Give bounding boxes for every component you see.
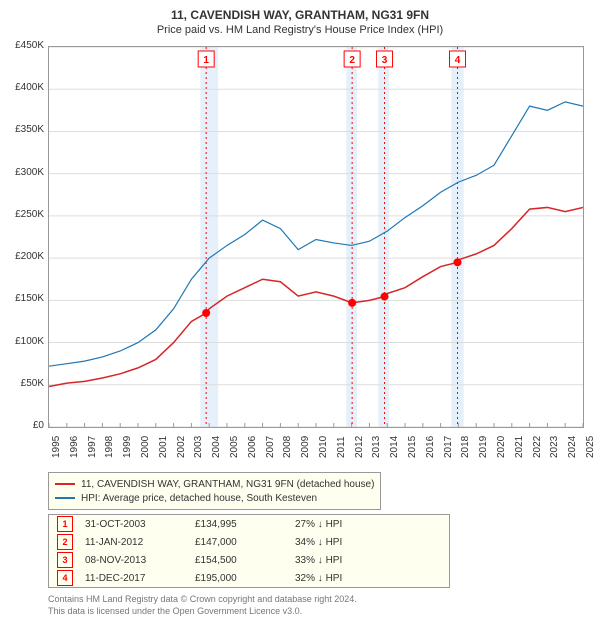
xtick-label: 1998 [104,436,115,458]
sale-hpi: 27% ↓ HPI [295,519,385,530]
xtick-label: 2003 [193,436,204,458]
xtick-label: 2010 [318,436,329,458]
sales-row: 4 11-DEC-2017£195,00032% ↓ HPI [49,569,449,587]
marker-badge: 3 [57,552,73,568]
xtick-label: 2015 [407,436,418,458]
ytick-label: £200K [4,251,44,262]
xtick-label: 1995 [51,436,62,458]
legend-box: 11, CAVENDISH WAY, GRANTHAM, NG31 9FN (d… [48,472,381,510]
xtick-label: 2004 [211,436,222,458]
legend-item: 11, CAVENDISH WAY, GRANTHAM, NG31 9FN (d… [55,477,374,491]
ytick-label: £400K [4,82,44,93]
xtick-label: 2013 [371,436,382,458]
title-line1: 11, CAVENDISH WAY, GRANTHAM, NG31 9FN [0,8,600,22]
sale-date: 11-JAN-2012 [85,537,195,548]
xtick-label: 2006 [247,436,258,458]
sale-price: £195,000 [195,573,295,584]
footer-line2: This data is licensed under the Open Gov… [48,606,357,618]
xtick-label: 2018 [460,436,471,458]
xtick-label: 2019 [478,436,489,458]
xtick-label: 2005 [229,436,240,458]
legend-swatch [55,497,75,499]
svg-text:1: 1 [203,55,209,66]
legend-label: HPI: Average price, detached house, Sout… [81,493,317,504]
ytick-label: £100K [4,336,44,347]
sales-row: 3 08-NOV-2013£154,50033% ↓ HPI [49,551,449,569]
xtick-label: 2007 [265,436,276,458]
ytick-label: £450K [4,40,44,51]
xtick-label: 2009 [300,436,311,458]
sale-date: 31-OCT-2003 [85,519,195,530]
ytick-label: £0 [4,420,44,431]
sales-row: 1 31-OCT-2003£134,99527% ↓ HPI [49,515,449,533]
xtick-label: 2023 [549,436,560,458]
ytick-label: £250K [4,209,44,220]
marker-badge: 1 [57,516,73,532]
xtick-label: 2012 [354,436,365,458]
xtick-label: 1996 [69,436,80,458]
plot-area: 1 2 3 4 [48,46,584,428]
sales-table: 1 31-OCT-2003£134,99527% ↓ HPI 2 11-JAN-201… [48,514,450,588]
marker-badge: 2 [57,534,73,550]
sale-date: 11-DEC-2017 [85,573,195,584]
xtick-label: 2024 [567,436,578,458]
xtick-label: 2020 [496,436,507,458]
sale-price: £147,000 [195,537,295,548]
title-line2: Price paid vs. HM Land Registry's House … [0,24,600,36]
xtick-label: 2008 [282,436,293,458]
legend-item: HPI: Average price, detached house, Sout… [55,491,374,505]
chart-container: 11, CAVENDISH WAY, GRANTHAM, NG31 9FN Pr… [0,0,600,620]
sale-hpi: 34% ↓ HPI [295,537,385,548]
ytick-label: £300K [4,167,44,178]
footer-line1: Contains HM Land Registry data © Crown c… [48,594,357,606]
xtick-label: 2022 [532,436,543,458]
sale-hpi: 32% ↓ HPI [295,573,385,584]
xtick-label: 2017 [443,436,454,458]
marker-badge: 4 [57,570,73,586]
xtick-label: 2002 [176,436,187,458]
svg-text:2: 2 [349,55,355,66]
plot-svg: 1 2 3 4 [49,47,583,427]
sale-date: 08-NOV-2013 [85,555,195,566]
titles: 11, CAVENDISH WAY, GRANTHAM, NG31 9FN Pr… [0,0,600,40]
sale-price: £154,500 [195,555,295,566]
xtick-label: 2000 [140,436,151,458]
sale-price: £134,995 [195,519,295,530]
ytick-label: £150K [4,293,44,304]
sales-row: 2 11-JAN-2012£147,00034% ↓ HPI [49,533,449,551]
xtick-label: 2001 [158,436,169,458]
xtick-label: 2025 [585,436,596,458]
xtick-label: 1999 [122,436,133,458]
xtick-label: 2016 [425,436,436,458]
legend-label: 11, CAVENDISH WAY, GRANTHAM, NG31 9FN (d… [81,479,374,490]
xtick-label: 1997 [87,436,98,458]
xtick-label: 2014 [389,436,400,458]
sale-hpi: 33% ↓ HPI [295,555,385,566]
legend-swatch [55,483,75,485]
footer-text: Contains HM Land Registry data © Crown c… [48,594,357,617]
svg-text:3: 3 [382,55,388,66]
ytick-label: £50K [4,378,44,389]
svg-text:4: 4 [455,55,461,66]
xtick-label: 2011 [336,436,347,458]
xtick-label: 2021 [514,436,525,458]
ytick-label: £350K [4,124,44,135]
